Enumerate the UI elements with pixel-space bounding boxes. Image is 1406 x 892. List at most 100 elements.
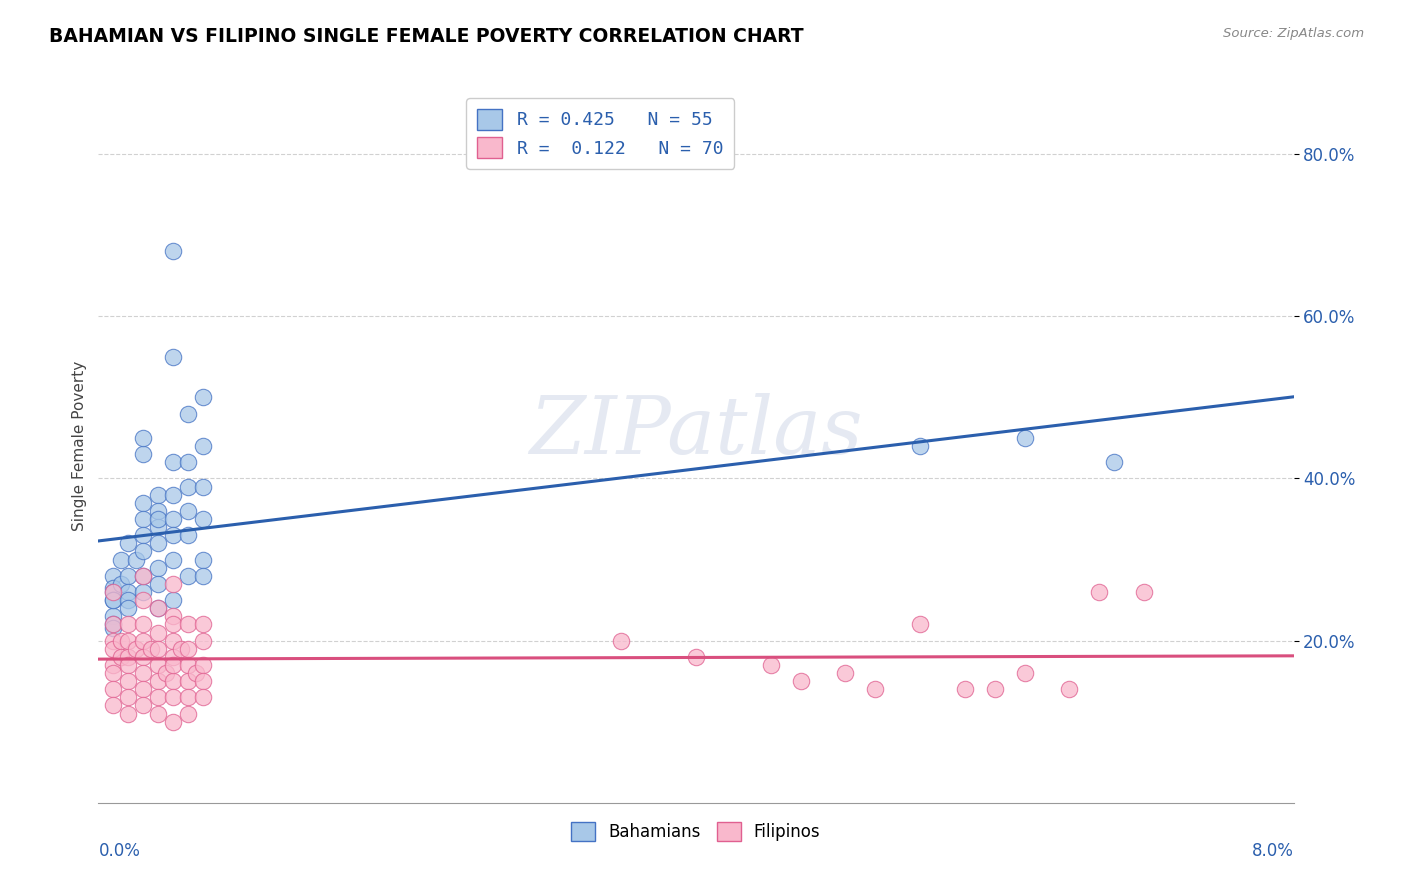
Text: 8.0%: 8.0% xyxy=(1251,842,1294,860)
Point xyxy=(155,666,177,681)
Point xyxy=(953,682,976,697)
Legend: Bahamians, Filipinos: Bahamians, Filipinos xyxy=(565,815,827,848)
Point xyxy=(103,617,125,632)
Point xyxy=(191,617,214,632)
Point xyxy=(865,682,887,697)
Point xyxy=(148,512,170,526)
Point xyxy=(162,633,184,648)
Point xyxy=(177,504,200,518)
Point xyxy=(117,649,139,664)
Point xyxy=(103,641,125,656)
Point xyxy=(162,690,184,705)
Y-axis label: Single Female Poverty: Single Female Poverty xyxy=(72,361,87,531)
Point xyxy=(162,674,184,689)
Point xyxy=(984,682,1007,697)
Point xyxy=(191,657,214,672)
Point xyxy=(132,447,155,461)
Point xyxy=(148,536,170,550)
Point xyxy=(191,439,214,453)
Point xyxy=(132,568,155,582)
Point xyxy=(117,617,139,632)
Point xyxy=(132,544,155,558)
Point xyxy=(191,512,214,526)
Text: ZIPatlas: ZIPatlas xyxy=(529,393,863,470)
Point xyxy=(191,633,214,648)
Point xyxy=(148,601,170,615)
Point xyxy=(169,641,191,656)
Point xyxy=(148,706,170,721)
Point xyxy=(103,698,125,713)
Point xyxy=(177,528,200,542)
Point xyxy=(148,674,170,689)
Point xyxy=(148,625,170,640)
Point xyxy=(191,390,214,404)
Point xyxy=(177,568,200,582)
Point xyxy=(177,479,200,493)
Point xyxy=(162,609,184,624)
Point xyxy=(148,601,170,615)
Point xyxy=(162,657,184,672)
Point xyxy=(162,350,184,364)
Point xyxy=(177,407,200,421)
Point xyxy=(162,455,184,469)
Point xyxy=(132,496,155,510)
Text: 0.0%: 0.0% xyxy=(98,842,141,860)
Point xyxy=(148,657,170,672)
Point xyxy=(148,520,170,534)
Point xyxy=(162,552,184,566)
Point xyxy=(162,714,184,729)
Point xyxy=(184,666,207,681)
Point xyxy=(191,690,214,705)
Point xyxy=(162,244,184,259)
Point xyxy=(162,577,184,591)
Point xyxy=(162,488,184,502)
Point xyxy=(110,649,132,664)
Point xyxy=(759,657,782,672)
Point xyxy=(177,706,200,721)
Point xyxy=(132,593,155,607)
Point xyxy=(162,649,184,664)
Point xyxy=(103,666,125,681)
Point xyxy=(1133,585,1156,599)
Point xyxy=(110,577,132,591)
Point xyxy=(148,577,170,591)
Point xyxy=(1014,666,1036,681)
Point xyxy=(834,666,856,681)
Point xyxy=(117,601,139,615)
Point xyxy=(103,593,125,607)
Point xyxy=(177,690,200,705)
Point xyxy=(139,641,162,656)
Point xyxy=(132,633,155,648)
Point xyxy=(117,536,139,550)
Point xyxy=(162,512,184,526)
Point xyxy=(103,617,125,632)
Point xyxy=(148,560,170,574)
Point xyxy=(162,593,184,607)
Point xyxy=(908,439,931,453)
Point xyxy=(132,617,155,632)
Point xyxy=(177,641,200,656)
Point xyxy=(177,455,200,469)
Point xyxy=(117,568,139,582)
Point xyxy=(103,581,125,595)
Point xyxy=(191,674,214,689)
Point xyxy=(117,593,139,607)
Point xyxy=(103,585,125,599)
Point xyxy=(110,552,132,566)
Point xyxy=(162,528,184,542)
Point xyxy=(132,649,155,664)
Point xyxy=(117,633,139,648)
Point xyxy=(125,552,148,566)
Point xyxy=(191,552,214,566)
Point xyxy=(177,674,200,689)
Text: BAHAMIAN VS FILIPINO SINGLE FEMALE POVERTY CORRELATION CHART: BAHAMIAN VS FILIPINO SINGLE FEMALE POVER… xyxy=(49,27,804,45)
Text: Source: ZipAtlas.com: Source: ZipAtlas.com xyxy=(1223,27,1364,40)
Point xyxy=(132,682,155,697)
Point xyxy=(103,622,125,636)
Point xyxy=(148,641,170,656)
Point xyxy=(148,504,170,518)
Point xyxy=(685,649,707,664)
Point xyxy=(191,479,214,493)
Point xyxy=(103,657,125,672)
Point xyxy=(110,633,132,648)
